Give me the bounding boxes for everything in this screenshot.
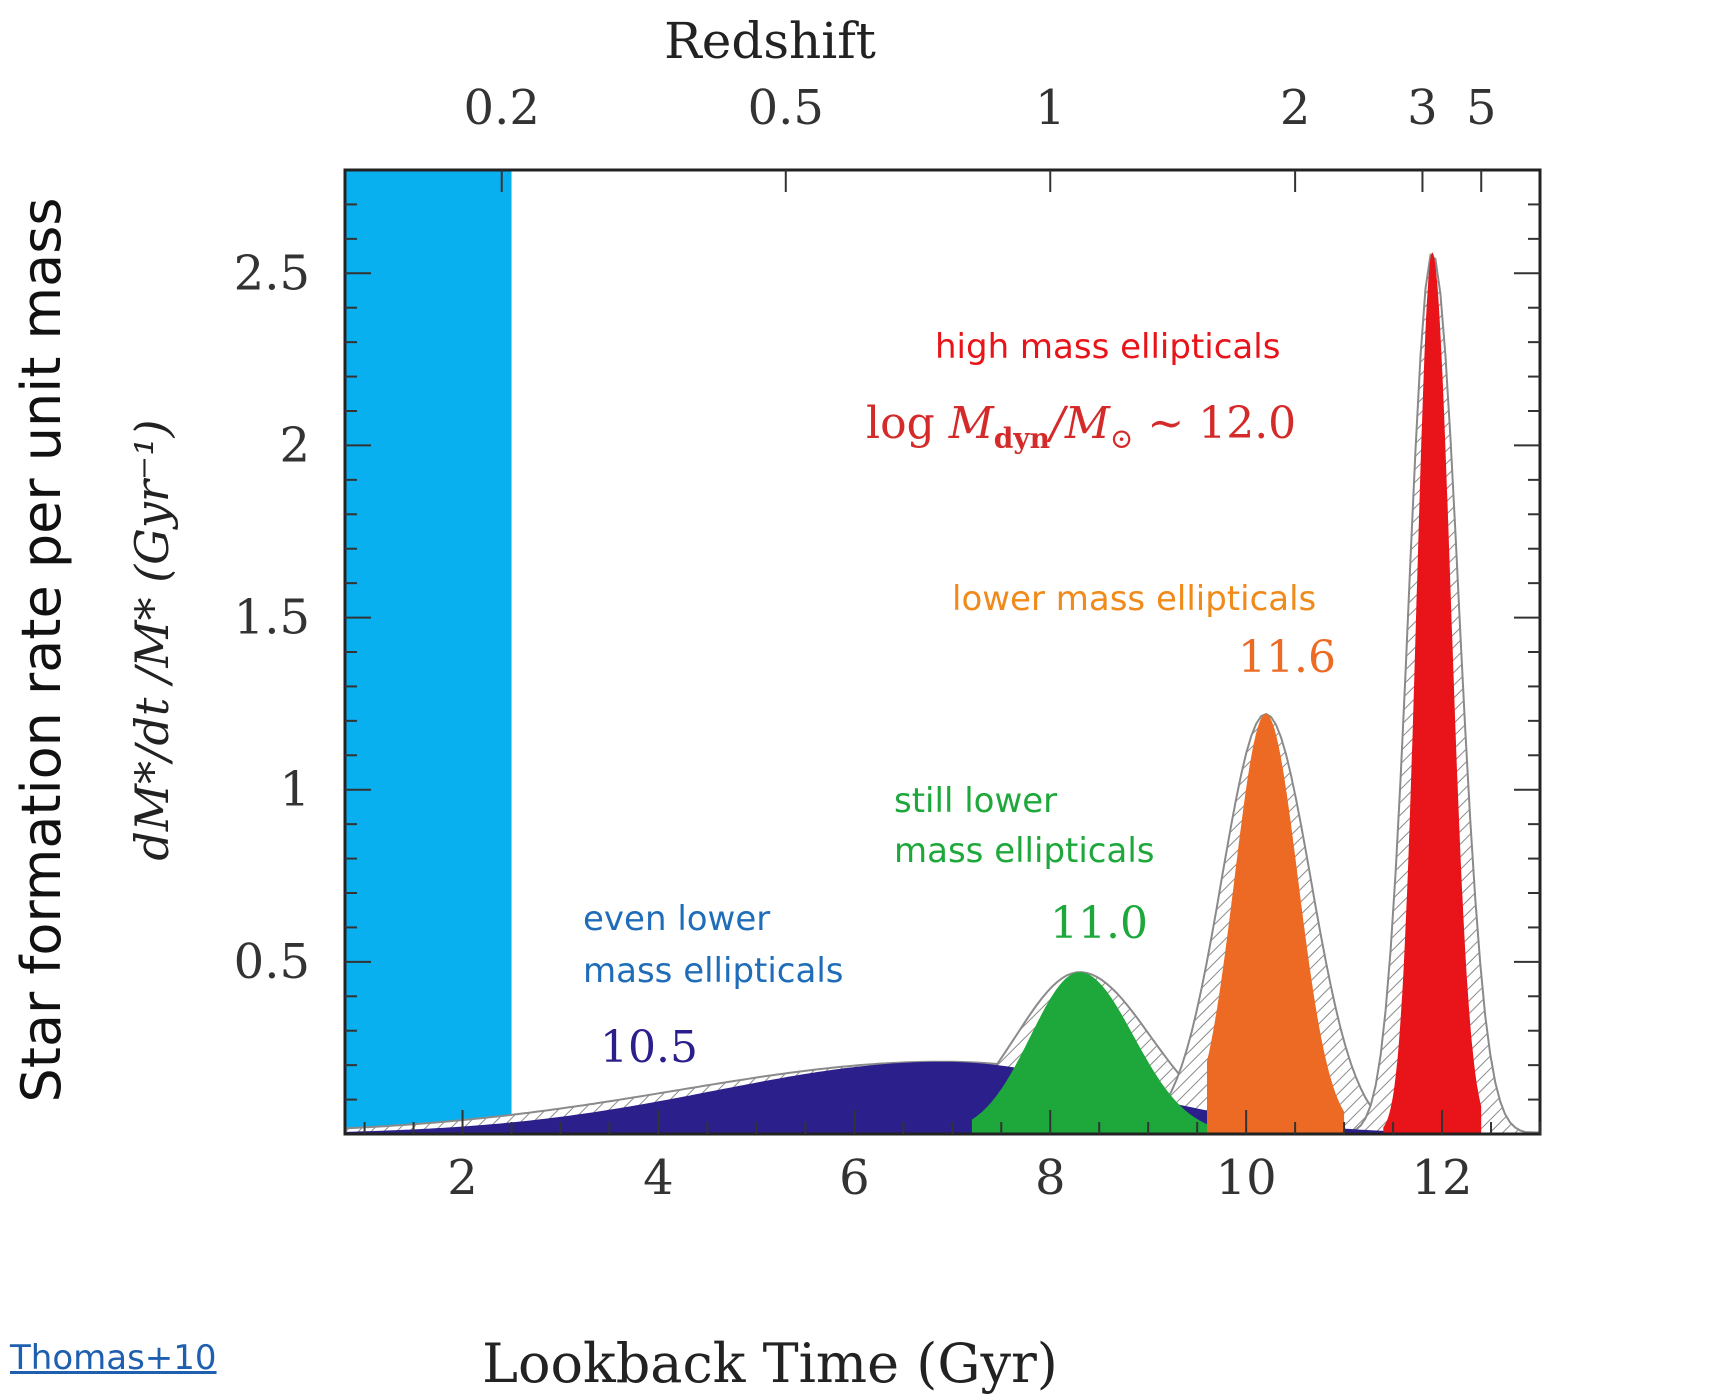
high-mass-value-sub: dyn bbox=[994, 422, 1050, 455]
high-mass-value-m: M bbox=[948, 398, 995, 449]
x-tick-label: 12 bbox=[1412, 1150, 1473, 1206]
y-tick-label: 2 bbox=[279, 417, 310, 473]
x-tick-label: 10 bbox=[1216, 1150, 1277, 1206]
high-mass-value-tail: ~ 12.0 bbox=[1133, 398, 1296, 449]
top-tick-label: 2 bbox=[1280, 80, 1311, 136]
high-mass-value-prefix: log bbox=[866, 398, 949, 449]
top-tick-label: 0.5 bbox=[748, 80, 824, 136]
high-mass-value: log Mdyn/M⊙ ~ 12.0 bbox=[866, 398, 1296, 455]
y-tick-label: 1 bbox=[279, 762, 310, 818]
even-lower-label-line1: even lower bbox=[583, 899, 770, 939]
high-mass-value-sun: ⊙ bbox=[1110, 422, 1133, 455]
even-lower-label-line2: mass ellipticals bbox=[583, 951, 844, 991]
series-12-0-area bbox=[1383, 252, 1482, 1134]
shaded-region bbox=[345, 170, 512, 1134]
top-tick-label: 0.2 bbox=[464, 80, 540, 136]
still-lower-value: 11.0 bbox=[1050, 898, 1148, 949]
series-11-0-area bbox=[971, 972, 1207, 1134]
high-mass-value-slash: /M bbox=[1046, 398, 1111, 449]
top-tick-label: 1 bbox=[1035, 80, 1066, 136]
x-tick-label: 8 bbox=[1035, 1150, 1066, 1206]
outer-y-axis-label: Star formation rate per unit mass bbox=[10, 198, 73, 1103]
series-11-6-area bbox=[1207, 714, 1345, 1134]
even-lower-value: 10.5 bbox=[600, 1022, 698, 1073]
still-lower-label-line2: mass ellipticals bbox=[894, 831, 1155, 871]
high-mass-label: high mass ellipticals bbox=[935, 327, 1280, 367]
source-link[interactable]: Thomas+10 bbox=[10, 1338, 217, 1378]
top-tick-label: 5 bbox=[1466, 80, 1497, 136]
top-axis-label: Redshift bbox=[664, 12, 876, 70]
series-10-5-area bbox=[345, 1061, 1540, 1134]
lower-mass-label: lower mass ellipticals bbox=[952, 579, 1316, 619]
lower-mass-value: 11.6 bbox=[1238, 632, 1336, 683]
top-tick-label: 3 bbox=[1407, 80, 1438, 136]
plot-frame bbox=[343, 168, 1542, 1136]
x-tick-label: 4 bbox=[643, 1150, 674, 1206]
y-axis-label: dM*/dt /M* (Gyr⁻¹) bbox=[125, 419, 179, 860]
x-tick-label: 6 bbox=[839, 1150, 870, 1206]
y-tick-label: 2.5 bbox=[234, 245, 310, 301]
still-lower-label-line1: still lower bbox=[894, 781, 1057, 821]
x-axis-label: Lookback Time (Gyr) bbox=[482, 1332, 1058, 1395]
y-tick-label: 1.5 bbox=[234, 590, 310, 646]
y-tick-label: 0.5 bbox=[234, 934, 310, 990]
x-tick-label: 2 bbox=[447, 1150, 478, 1206]
series-12-0-band bbox=[345, 253, 1540, 1134]
